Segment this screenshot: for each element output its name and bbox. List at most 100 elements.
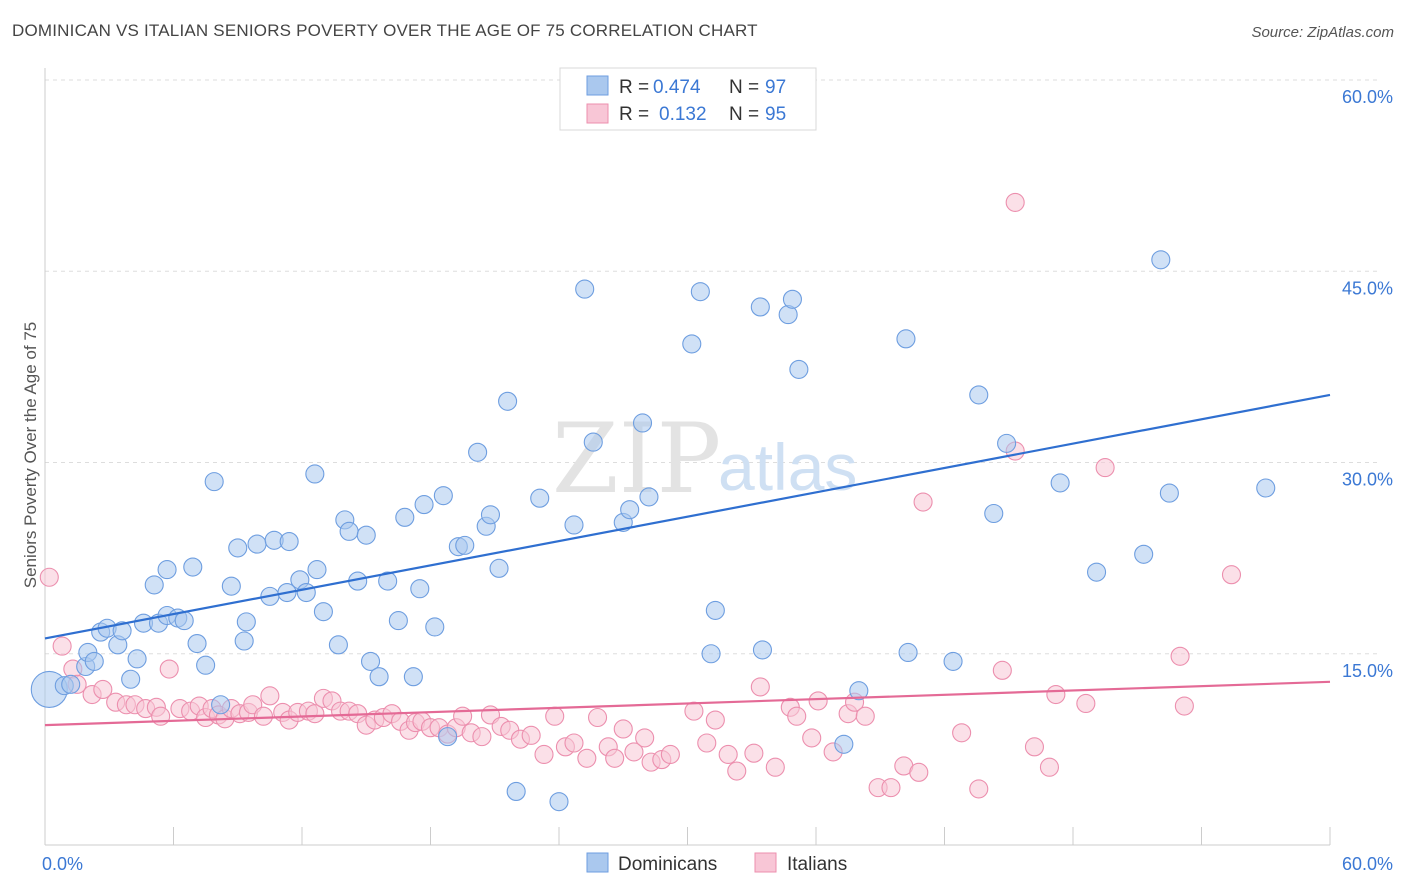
dominicans-point (121, 669, 141, 689)
italians-point (684, 701, 704, 721)
dominicans-point (144, 575, 164, 595)
italians-point (705, 710, 725, 730)
dominicans-point (896, 329, 916, 349)
legend: R = 0.474 N = 97 R = 0.132 N = 95 (559, 67, 817, 131)
italians-point (1046, 684, 1066, 705)
italians-point (787, 706, 807, 726)
dominicans-point (1087, 562, 1107, 582)
dominicans-point (639, 487, 659, 507)
dominicans-point (438, 727, 458, 747)
dominicans-point (279, 531, 299, 552)
italians-point (564, 733, 584, 753)
dominicans-point (1159, 483, 1179, 503)
italians-point (765, 757, 785, 777)
y-tick-label: 45.0% (1342, 278, 1393, 298)
dominicans-point (403, 667, 423, 687)
chart-source: Source: ZipAtlas.com (1251, 24, 1394, 41)
dominicans-point (211, 695, 231, 715)
x-tick-label: 60.0% (1342, 854, 1393, 874)
dominicans-point (583, 432, 603, 452)
y-tick-label: 30.0% (1342, 470, 1393, 490)
dominicans-point (378, 571, 398, 591)
dominicans-point (388, 611, 408, 631)
italians-points (39, 192, 1242, 799)
italians-point (660, 744, 680, 765)
dominicans-point (468, 442, 488, 462)
dominicans-point (750, 297, 770, 317)
italians-point (521, 725, 541, 745)
dominicans-point (127, 649, 147, 669)
dominicans-point (247, 534, 267, 554)
dominicans-point (234, 631, 254, 651)
watermark: ZIP atlas (552, 403, 857, 515)
dominicans-point (632, 413, 653, 433)
dominicans-point (356, 525, 376, 545)
legend-n-value-dominicans: 97 (765, 77, 786, 98)
italians-point (969, 779, 989, 799)
italians-point (605, 748, 625, 768)
x-tick-label: 0.0% (42, 854, 83, 874)
dominicans-point (61, 674, 81, 694)
dominicans-point (395, 507, 415, 527)
italians-point (808, 691, 828, 711)
italians-point (718, 744, 738, 765)
bottom-legend-label-italians: Italians (787, 854, 847, 875)
italians-trend-line (44, 680, 1331, 727)
dominicans-point (204, 472, 224, 492)
x-tick-labels: 0.0% 60.0% (42, 854, 1393, 874)
dominicans-point (1134, 544, 1154, 564)
dominicans-point (221, 576, 241, 596)
italians-point (1095, 458, 1115, 478)
legend-n-label: N = (729, 77, 759, 98)
dominicans-point (506, 781, 526, 802)
italians-point (1174, 696, 1194, 716)
chart-title: DOMINICAN VS ITALIAN SENIORS POVERTY OVE… (12, 21, 758, 40)
dominicans-point (414, 495, 434, 515)
bottom-legend-swatch-italians (754, 852, 777, 873)
italians-point (253, 706, 274, 726)
italians-point (613, 719, 633, 739)
italians-point (1039, 757, 1059, 777)
italians-point (1221, 565, 1242, 585)
dominicans-point (789, 359, 809, 379)
dominicans-point (498, 391, 518, 411)
italians-point (744, 743, 764, 763)
dominicans-point (480, 505, 501, 525)
dominicans-point (530, 488, 550, 508)
dominicans-point (305, 464, 325, 484)
dominicans-point (307, 560, 327, 580)
italians-point (93, 679, 113, 700)
legend-n-label: N = (729, 104, 759, 125)
dominicans-point (620, 500, 640, 520)
dominicans-point (752, 640, 773, 660)
italians-point (587, 707, 608, 728)
italians-point (727, 761, 747, 781)
dominicans-point (564, 515, 584, 535)
y-axis-label: Seniors Poverty Over the Age of 75 (21, 322, 40, 588)
y-tick-label: 15.0% (1342, 661, 1393, 681)
dominicans-point (410, 579, 430, 599)
dominicans-point (701, 644, 721, 664)
italians-point (39, 567, 59, 587)
dominicans-point (433, 486, 453, 506)
dominicans-point (984, 503, 1004, 524)
dominicans-point (84, 651, 104, 671)
italians-point (913, 492, 933, 512)
italians-point (952, 723, 972, 743)
axes (44, 68, 1331, 846)
dominicans-point (898, 642, 918, 663)
legend-r-label: R = (619, 77, 649, 98)
italians-point (305, 704, 325, 724)
italians-point (1170, 646, 1190, 666)
italians-point (635, 728, 655, 748)
dominicans-point (489, 558, 509, 578)
dominicans-point (782, 289, 802, 309)
dominicans-point (575, 279, 595, 299)
dominicans-point (157, 560, 177, 580)
dominicans-point (705, 600, 725, 620)
italians-point (52, 636, 72, 656)
dominicans-point (834, 734, 854, 754)
italians-point (577, 748, 597, 768)
italians-point (472, 727, 492, 747)
